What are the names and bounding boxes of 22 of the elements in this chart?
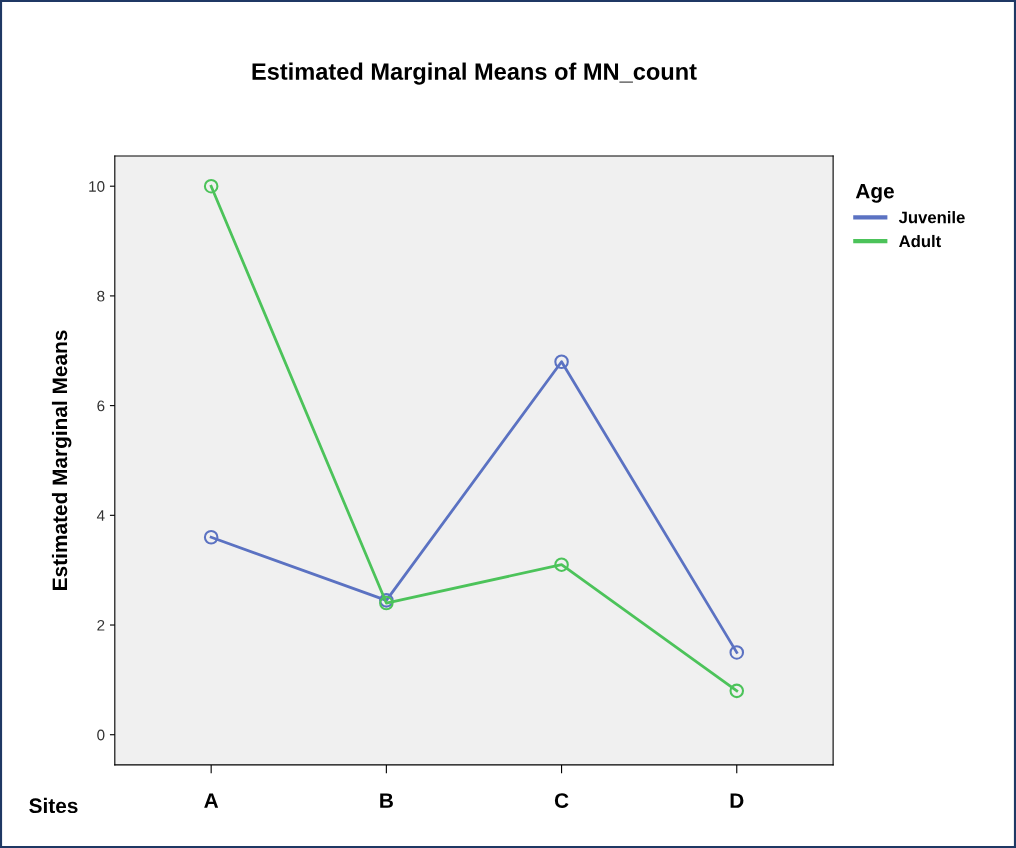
legend-label: Juvenile: [898, 211, 965, 224]
point: [554, 354, 569, 370]
point: [554, 557, 569, 572]
y-tick-label: 6: [97, 400, 105, 412]
x-tick-label: C: [554, 793, 569, 808]
y-axis-title: Estimated Marginal Means: [51, 330, 72, 590]
point: [203, 529, 219, 545]
y-tick-label: 10: [89, 181, 105, 192]
point: [729, 645, 745, 660]
point: [729, 683, 745, 699]
y-tick-label: 2: [97, 619, 105, 631]
legend-title: Age: [855, 183, 894, 203]
x-axis-title: Sites: [29, 797, 78, 814]
legend-label: Adult: [899, 234, 942, 248]
chart-title: Estimated Marginal Means of MN_count: [252, 62, 697, 85]
x-tick-label: B: [380, 793, 393, 808]
y-tick-label: 8: [97, 290, 105, 302]
x-tick-label: D: [730, 793, 744, 808]
y-tick-label: 4: [96, 510, 105, 521]
x-tick-label: A: [204, 793, 219, 808]
y-tick-label: 0: [97, 729, 105, 741]
point: [203, 178, 219, 194]
